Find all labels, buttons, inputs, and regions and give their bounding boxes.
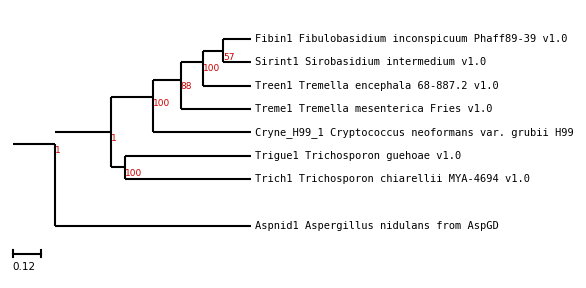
Text: 88: 88 xyxy=(181,82,192,91)
Text: Treen1 Tremella encephala 68-887.2 v1.0: Treen1 Tremella encephala 68-887.2 v1.0 xyxy=(255,81,499,91)
Text: 1: 1 xyxy=(111,134,117,143)
Text: Treme1 Tremella mesenterica Fries v1.0: Treme1 Tremella mesenterica Fries v1.0 xyxy=(255,104,493,114)
Text: Trigue1 Trichosporon guehoae v1.0: Trigue1 Trichosporon guehoae v1.0 xyxy=(255,151,461,161)
Text: Aspnid1 Aspergillus nidulans from AspGD: Aspnid1 Aspergillus nidulans from AspGD xyxy=(255,221,499,231)
Text: 0.12: 0.12 xyxy=(12,262,36,272)
Text: Fibin1 Fibulobasidium inconspicuum Phaff89-39 v1.0: Fibin1 Fibulobasidium inconspicuum Phaff… xyxy=(255,34,568,44)
Text: 100: 100 xyxy=(153,99,170,108)
Text: Cryne_H99_1 Cryptococcus neoformans var. grubii H99: Cryne_H99_1 Cryptococcus neoformans var.… xyxy=(255,127,574,138)
Text: 100: 100 xyxy=(125,169,142,178)
Text: Sirint1 Sirobasidium intermedium v1.0: Sirint1 Sirobasidium intermedium v1.0 xyxy=(255,57,486,67)
Text: Trich1 Trichosporon chiarellii MYA-4694 v1.0: Trich1 Trichosporon chiarellii MYA-4694 … xyxy=(255,174,530,184)
Text: 100: 100 xyxy=(203,64,220,73)
Text: 1: 1 xyxy=(54,146,60,155)
Text: 57: 57 xyxy=(223,53,234,62)
